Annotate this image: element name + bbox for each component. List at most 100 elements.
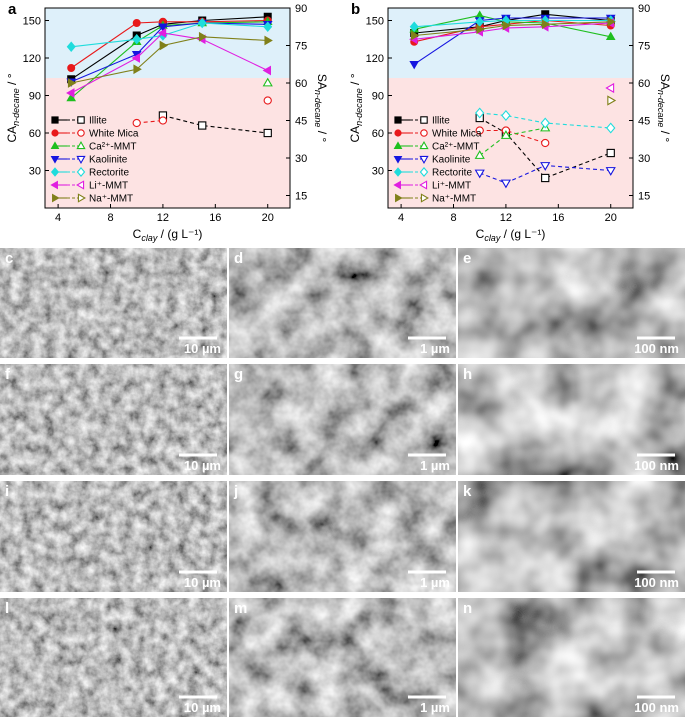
marker <box>197 17 207 29</box>
y2-axis-label: SAn-decane / ° <box>313 74 329 143</box>
x-tick-label: 4 <box>398 212 404 224</box>
sa-line <box>479 127 546 156</box>
scale-bar-label: 1 µm <box>420 575 450 590</box>
sem-panel-letter: n <box>463 600 472 617</box>
marker <box>540 162 551 171</box>
y-axis-label-sub: n-decane <box>11 88 21 126</box>
marker <box>474 150 485 159</box>
x-tick-label: 8 <box>450 212 456 224</box>
legend-label: Rectorite <box>432 168 472 179</box>
legend-label: White Mica <box>432 129 482 140</box>
y-axis-label: CAn-decane / ° <box>348 73 364 142</box>
shaded-region <box>45 78 290 208</box>
marker <box>541 173 550 183</box>
panel-letter: a <box>8 1 17 18</box>
marker <box>606 122 616 134</box>
sa-line <box>479 164 611 184</box>
x-axis-label-sub: clay <box>141 233 158 243</box>
x-tick-label: 20 <box>605 212 617 224</box>
sem-panel-letter: e <box>463 250 471 267</box>
marker <box>66 92 77 102</box>
marker <box>501 109 511 122</box>
sem-panel-letter: d <box>234 250 243 267</box>
marker <box>66 88 75 98</box>
y-axis-label-main: CA <box>5 126 19 143</box>
y-tick-label: 60 <box>29 128 41 140</box>
marker <box>67 64 76 73</box>
y2-tick-label: 15 <box>638 191 650 203</box>
marker <box>262 65 272 76</box>
marker <box>77 129 85 137</box>
x-tick-label: 16 <box>209 212 221 224</box>
y2-tick-label: 75 <box>638 41 650 53</box>
y2-tick-label: 45 <box>638 116 650 128</box>
x-tick-label: 12 <box>500 212 512 224</box>
marker <box>394 116 402 124</box>
sem-panel-letter: k <box>463 483 472 500</box>
marker <box>264 35 273 46</box>
marker <box>419 180 428 190</box>
shaded-region <box>45 8 290 78</box>
marker <box>394 129 402 137</box>
marker <box>198 31 208 42</box>
marker <box>475 126 484 135</box>
marker <box>541 19 551 30</box>
y2-tick-label: 30 <box>295 153 307 165</box>
y-tick-label: 60 <box>372 128 384 140</box>
y2-tick-label: 15 <box>295 191 307 203</box>
y2-axis-label: SAn-decane / ° <box>656 74 672 143</box>
y-tick-label: 150 <box>366 16 384 28</box>
sem-panel-letter: c <box>5 250 13 267</box>
x-tick-label: 4 <box>55 212 61 224</box>
sa-line <box>479 129 546 144</box>
marker <box>500 179 512 189</box>
x-axis-label-unit: / (g L⁻¹) <box>500 227 545 241</box>
marker <box>131 53 140 63</box>
y-tick-label: 120 <box>23 53 41 65</box>
y2-axis-label-unit: / ° <box>658 127 672 142</box>
sa-line <box>479 112 611 129</box>
scale-bar-label: 10 µm <box>184 341 221 356</box>
marker <box>605 167 616 176</box>
marker <box>77 193 86 203</box>
sem-image <box>0 248 227 358</box>
x-tick-label: 16 <box>552 212 564 224</box>
y2-axis-label-main: SA <box>658 74 672 90</box>
sem-panel-letter: l <box>5 600 9 617</box>
marker <box>50 180 58 190</box>
x-axis-label: Cclay / (g L⁻¹) <box>476 227 546 243</box>
y2-tick-label: 60 <box>638 78 650 90</box>
y-tick-label: 90 <box>372 91 384 103</box>
x-tick-label: 8 <box>107 212 113 224</box>
sem-panel-letter: f <box>5 366 11 383</box>
legend-label: Li⁺-MMT <box>89 181 128 192</box>
marker <box>133 64 142 75</box>
scale-bar-label: 10 µm <box>184 700 221 715</box>
y-axis-label-unit: / ° <box>5 73 19 88</box>
legend-label: Illite <box>89 116 107 127</box>
scale-bar-label: 1 µm <box>420 341 450 356</box>
y2-axis-label-sub: n-decane <box>313 90 323 128</box>
plot-frame <box>387 7 634 209</box>
marker <box>76 180 85 190</box>
marker <box>474 169 485 179</box>
marker <box>263 21 273 33</box>
marker <box>541 138 550 148</box>
plot-frame <box>44 7 291 209</box>
x-tick-label: 12 <box>157 212 169 224</box>
marker <box>540 117 550 129</box>
x-axis-label: Cclay / (g L⁻¹) <box>133 227 203 243</box>
y-axis-label-sub: n-decane <box>354 88 364 126</box>
marker <box>502 20 512 31</box>
sa-line <box>479 117 611 179</box>
marker <box>393 156 403 164</box>
marker <box>66 41 76 53</box>
x-tick-label: 20 <box>262 212 274 224</box>
sem-image <box>458 248 685 358</box>
scale-bar-label: 100 nm <box>634 700 679 715</box>
legend-label: Rectorite <box>89 168 129 179</box>
sem-image <box>229 248 456 358</box>
scale-bar-label: 100 nm <box>634 575 679 590</box>
marker <box>67 78 77 88</box>
marker <box>132 33 142 45</box>
